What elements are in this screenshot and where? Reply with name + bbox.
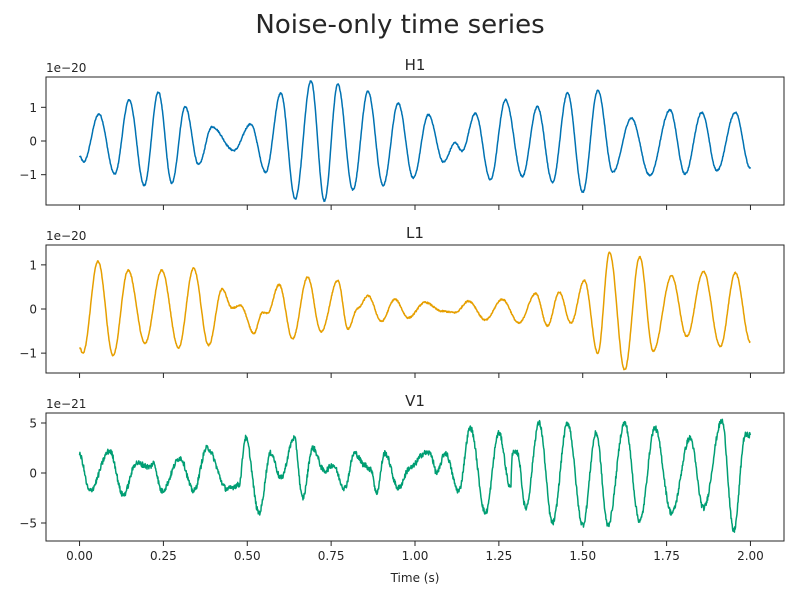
x-tick-label: 0.25 xyxy=(150,549,177,563)
series-line-l1 xyxy=(79,251,751,371)
figure-title: Noise-only time series xyxy=(255,10,544,40)
y-scale-label: 1e−20 xyxy=(46,229,86,243)
subplot-h1: H1 1e−20 −1 0 1 xyxy=(19,56,785,210)
axes-frame xyxy=(45,244,785,374)
x-tick-label: 1.50 xyxy=(569,549,596,563)
axes-frame xyxy=(45,412,785,542)
y-tick-label: 0 xyxy=(29,467,37,481)
subplots: H1 1e−20 −1 0 1 L1 1e−20 −1 0 1 V1 1e−21 −5 0 5 0.00 0.2… xyxy=(19,56,785,585)
axes-frame xyxy=(45,76,785,206)
y-tick-label: 0 xyxy=(29,303,37,317)
x-tick-label: 0.50 xyxy=(234,549,261,563)
x-tick-label: 2.00 xyxy=(737,549,764,563)
y-tick-label: −1 xyxy=(19,347,37,361)
x-tick-label: 1.25 xyxy=(486,549,513,563)
series-line-v1 xyxy=(78,418,752,533)
series-line-h1 xyxy=(78,80,752,203)
y-tick-label: −1 xyxy=(19,168,37,182)
subplot-title: L1 xyxy=(406,224,424,242)
y-tick-label: 0 xyxy=(29,135,37,149)
y-scale-label: 1e−20 xyxy=(46,61,86,75)
subplot-l1: L1 1e−20 −1 0 1 xyxy=(19,224,785,378)
y-tick-label: 1 xyxy=(29,258,37,272)
y-tick-label: 5 xyxy=(29,417,37,431)
x-axis-label: Time (s) xyxy=(390,571,440,585)
y-tick-label: −5 xyxy=(19,517,37,531)
x-tick-label: 1.00 xyxy=(402,549,429,563)
x-tick-label: 0.75 xyxy=(318,549,345,563)
subplot-v1: V1 1e−21 −5 0 5 0.00 0.25 0.50 0.75 1.00 1.25 1.50 1… xyxy=(19,392,785,585)
subplot-title: H1 xyxy=(405,56,426,74)
x-tick-label: 1.75 xyxy=(653,549,680,563)
y-tick-label: 1 xyxy=(29,101,37,115)
x-tick-label: 0.00 xyxy=(66,549,93,563)
y-scale-label: 1e−21 xyxy=(46,397,86,411)
subplot-title: V1 xyxy=(405,392,425,410)
